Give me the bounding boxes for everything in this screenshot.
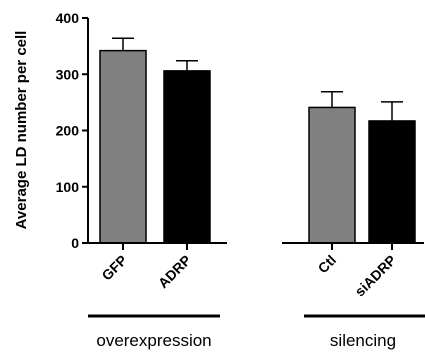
y-tick-label: 400 bbox=[56, 10, 80, 26]
group-label-silencing: silencing bbox=[330, 331, 396, 350]
bar-ctl bbox=[308, 106, 356, 244]
x-tick-label-adrp: ADRP bbox=[155, 252, 194, 291]
bar-gfp bbox=[99, 49, 147, 244]
y-axis: 0 100 200 300 400 bbox=[56, 10, 89, 251]
y-tick-label: 100 bbox=[56, 179, 80, 195]
bars bbox=[99, 37, 416, 244]
y-axis-label: Average LD number per cell bbox=[13, 31, 30, 230]
bar-adrp bbox=[163, 70, 211, 244]
y-tick-label: 300 bbox=[56, 66, 80, 82]
group-label-overexpression: overexpression bbox=[96, 331, 211, 350]
x-tick-label-siadrp: siADRP bbox=[351, 252, 399, 300]
group-labels: overexpression silencing bbox=[88, 314, 425, 350]
x-axis: GFP ADRP Ctl siADRP bbox=[88, 242, 424, 300]
x-tick-label-ctl: Ctl bbox=[315, 252, 340, 277]
bar-siadrp bbox=[368, 120, 416, 244]
x-tick-label-gfp: GFP bbox=[98, 252, 130, 284]
y-tick-label: 200 bbox=[56, 123, 80, 139]
y-tick-label: 0 bbox=[71, 235, 79, 251]
